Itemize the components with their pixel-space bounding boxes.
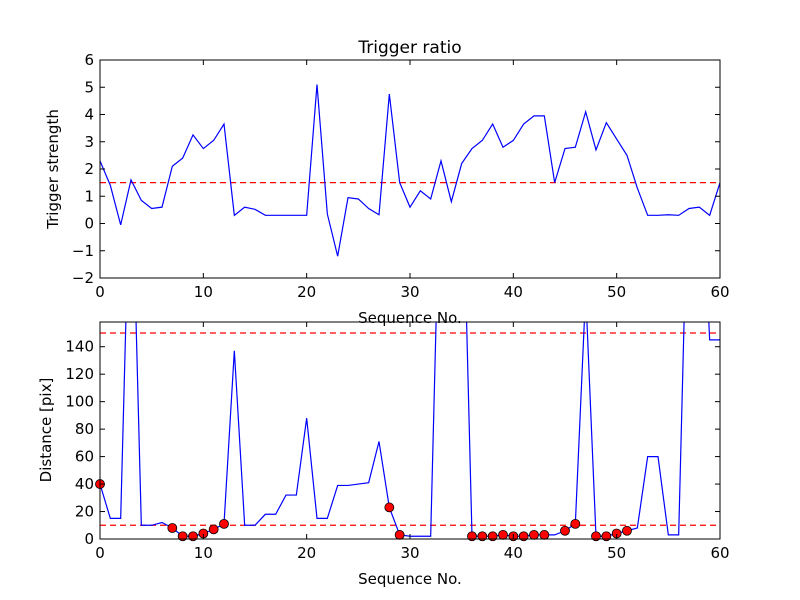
x-tick-label: 30 xyxy=(400,544,419,562)
x-tick-label: 50 xyxy=(607,544,626,562)
threshold-lines xyxy=(100,332,720,526)
data-point-marker xyxy=(394,529,405,540)
axis-ticks: 0 10 20 30 40 50 60 0 20 40 60 80 100 120 140 xyxy=(65,322,730,562)
y-axis-label: Distance [pix] xyxy=(37,378,55,483)
y-tick-label: 3 xyxy=(84,133,94,151)
x-tick-label: 60 xyxy=(710,544,729,562)
y-axis-label: Trigger strength xyxy=(44,109,62,230)
y-tick-label: 60 xyxy=(75,448,94,466)
y-tick-label: −2 xyxy=(72,269,94,287)
y-tick-label: 20 xyxy=(75,503,94,521)
data-point-marker xyxy=(167,523,178,533)
y-tick-label: 80 xyxy=(75,420,94,438)
y-tick-label: 40 xyxy=(75,475,94,493)
data-series xyxy=(100,84,720,257)
distance-chart: 0 10 20 30 40 50 60 0 20 40 60 80 100 120 140 Sequence… xyxy=(37,321,730,588)
y-tick-label: 120 xyxy=(65,365,94,383)
x-tick-label: 40 xyxy=(504,283,523,301)
x-axis-label: Sequence No. xyxy=(358,570,462,588)
chart-title: Trigger ratio xyxy=(357,38,461,58)
data-point-marker xyxy=(219,518,229,529)
x-tick-label: 0 xyxy=(95,283,105,301)
x-tick-label: 40 xyxy=(504,544,523,562)
data-point-marker xyxy=(208,524,219,535)
y-tick-label: 6 xyxy=(84,51,94,69)
y-tick-label: −1 xyxy=(72,242,94,260)
plot-frame xyxy=(99,321,721,540)
data-point-marker xyxy=(539,529,550,540)
series-line xyxy=(100,84,720,257)
data-point-marker xyxy=(529,529,539,540)
x-tick-label: 20 xyxy=(297,283,316,301)
axis-ticks: 0 10 20 30 40 50 60 −2 −1 0 1 2 3 4 5 6 xyxy=(72,51,730,301)
y-tick-label: 140 xyxy=(65,338,94,356)
x-tick-label: 10 xyxy=(194,544,213,562)
y-tick-label: 0 xyxy=(84,215,94,233)
x-tick-label: 30 xyxy=(400,283,419,301)
x-tick-label: 0 xyxy=(95,544,105,562)
y-tick-label: 4 xyxy=(84,106,94,124)
plot-frame xyxy=(99,59,721,279)
data-point-marker xyxy=(570,518,581,529)
data-point-marker xyxy=(560,525,570,536)
y-tick-label: 1 xyxy=(84,187,94,205)
data-point-marker xyxy=(384,502,395,513)
x-tick-label: 60 xyxy=(710,283,729,301)
x-tick-label: 10 xyxy=(194,283,213,301)
y-tick-label: 2 xyxy=(84,160,94,178)
data-point-marker xyxy=(498,529,508,540)
data-point-marker xyxy=(622,525,632,536)
y-tick-label: 5 xyxy=(84,78,94,96)
x-tick-label: 20 xyxy=(297,544,316,562)
y-tick-label: 0 xyxy=(84,530,94,548)
x-tick-label: 50 xyxy=(607,283,626,301)
y-tick-label: 100 xyxy=(65,393,94,411)
